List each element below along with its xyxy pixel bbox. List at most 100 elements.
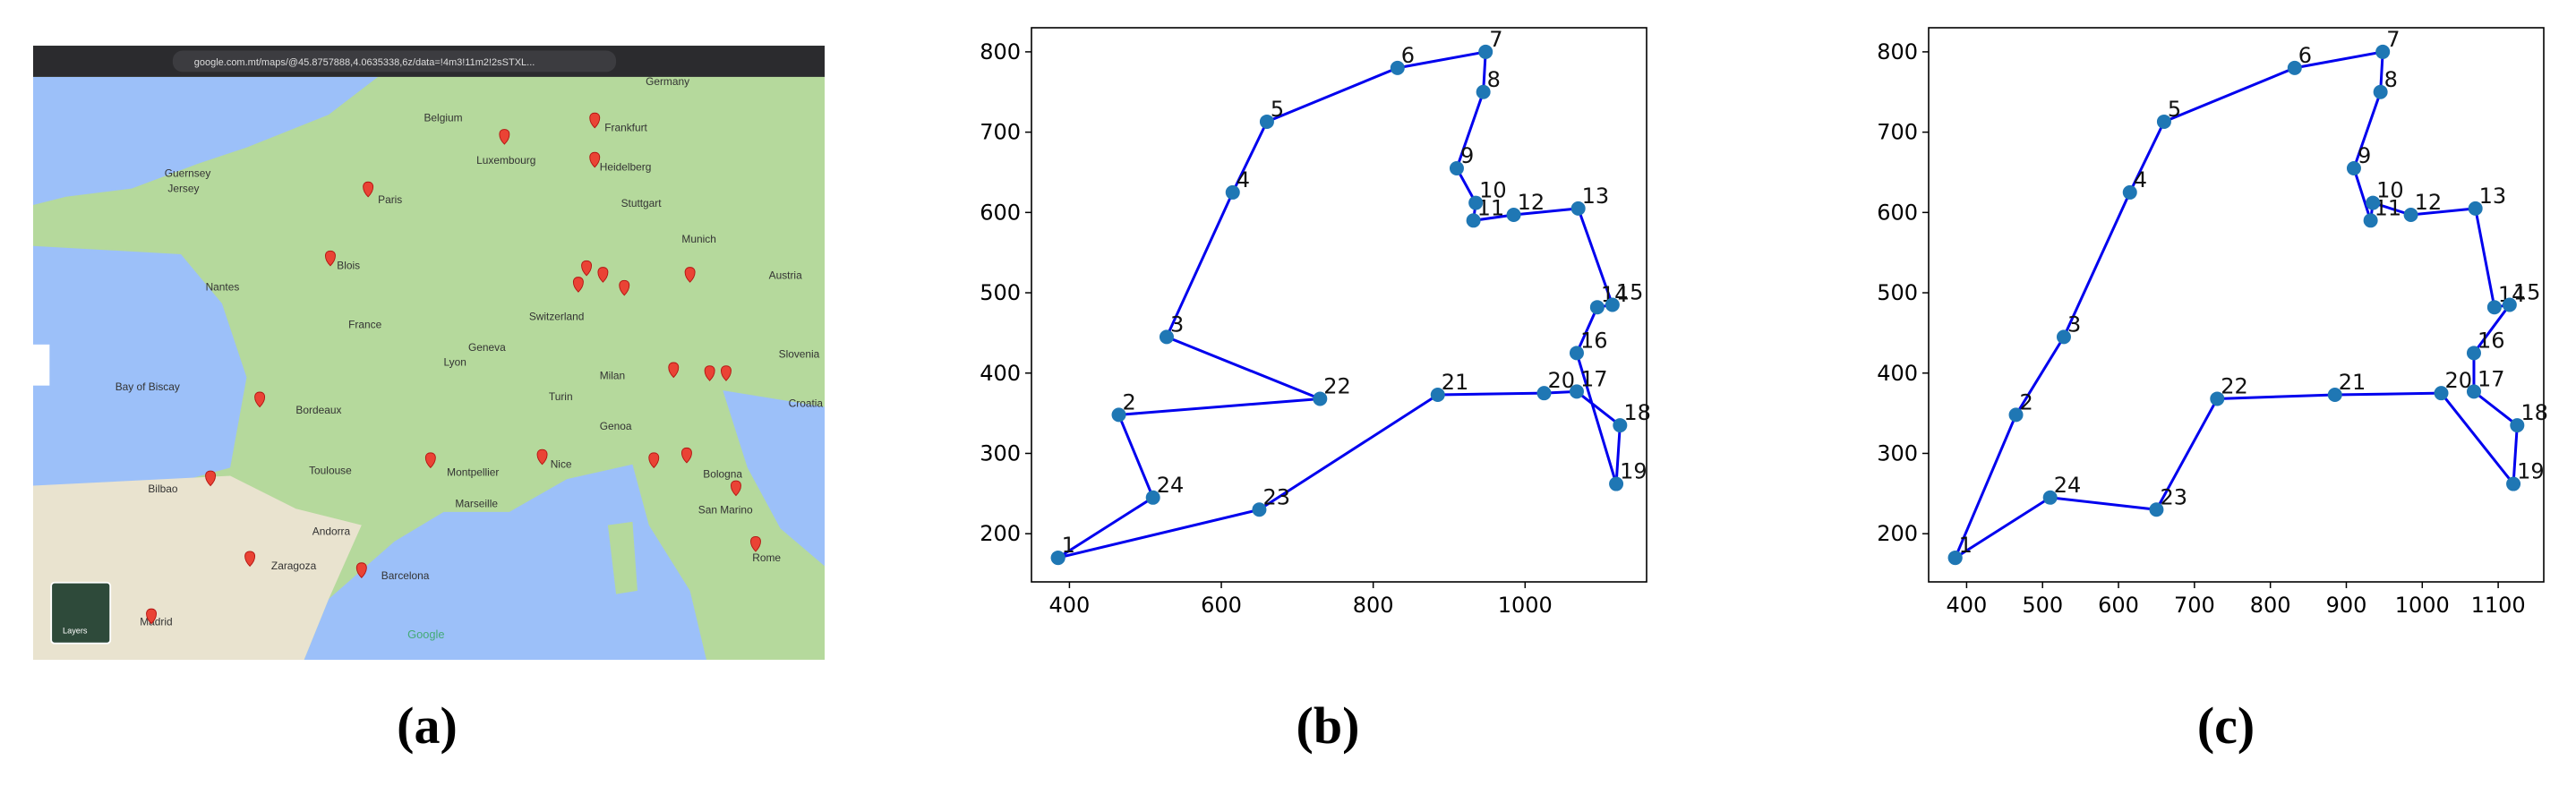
point-label: 6 bbox=[1401, 43, 1415, 68]
y-tick-label: 500 bbox=[980, 280, 1021, 305]
address-field bbox=[172, 50, 617, 73]
point-label: 8 bbox=[2384, 67, 2398, 92]
side-toggle[interactable] bbox=[33, 344, 50, 386]
city-point bbox=[2149, 502, 2164, 517]
map-label: Belgium bbox=[424, 111, 462, 124]
map-pin bbox=[589, 151, 601, 168]
point-label: 24 bbox=[2054, 473, 2082, 498]
point-label: 15 bbox=[2513, 280, 2541, 305]
map-pin bbox=[668, 362, 680, 379]
point-label: 12 bbox=[1518, 190, 1545, 215]
map-label: Bilbao bbox=[148, 483, 177, 495]
x-tick-label: 600 bbox=[2098, 593, 2139, 618]
city-point bbox=[1111, 407, 1126, 423]
point-label: 16 bbox=[2478, 328, 2505, 353]
city-point bbox=[1468, 195, 1484, 210]
axes-frame bbox=[1928, 27, 2545, 583]
map-label: Barcelona bbox=[381, 569, 430, 582]
x-tick-label: 700 bbox=[2174, 593, 2215, 618]
point-label: 4 bbox=[1237, 167, 1250, 192]
city-point bbox=[2486, 300, 2502, 315]
point-label: 17 bbox=[1580, 366, 1608, 391]
point-label: 15 bbox=[1616, 280, 1644, 305]
channel bbox=[33, 76, 379, 205]
y-tick-label: 800 bbox=[1877, 39, 1918, 64]
point-label: 21 bbox=[1442, 370, 1469, 395]
map-pin bbox=[619, 279, 630, 296]
point-label: 5 bbox=[1271, 97, 1284, 122]
map-label: Montpellier bbox=[447, 466, 499, 479]
map-pin bbox=[648, 452, 660, 469]
panel-label: (b) bbox=[1297, 696, 1360, 755]
map-label: Munich bbox=[681, 233, 715, 245]
city-point bbox=[2434, 386, 2449, 401]
y-tick-label: 400 bbox=[980, 361, 1021, 386]
map-pin bbox=[355, 562, 367, 578]
layers-button[interactable] bbox=[50, 581, 112, 645]
map-label: Croatia bbox=[789, 397, 824, 410]
map-label: Frankfurt bbox=[604, 121, 647, 133]
map-pin bbox=[254, 391, 266, 408]
city-point bbox=[2466, 346, 2481, 361]
point-label: 23 bbox=[2160, 484, 2187, 509]
point-label: 9 bbox=[1460, 143, 1474, 168]
x-tick-label: 800 bbox=[2250, 593, 2291, 618]
x-tick-label: 1000 bbox=[2395, 593, 2450, 618]
map-label: Bordeaux bbox=[295, 404, 341, 416]
atlantic bbox=[33, 245, 247, 486]
corsica bbox=[607, 521, 638, 594]
point-label: 13 bbox=[1582, 184, 1610, 209]
city-point bbox=[2056, 329, 2071, 345]
map-label: Lyon bbox=[444, 356, 466, 369]
city-point bbox=[2210, 391, 2225, 406]
map-label: Switzerland bbox=[529, 310, 585, 322]
city-point bbox=[2287, 60, 2302, 75]
map-label: Nantes bbox=[206, 280, 240, 293]
map-label: Madrid bbox=[140, 615, 172, 628]
map-label: Marseille bbox=[455, 497, 498, 509]
city-point bbox=[1589, 300, 1605, 315]
city-point bbox=[2366, 195, 2381, 210]
city-point bbox=[1536, 386, 1552, 401]
city-point bbox=[2510, 418, 2525, 433]
point-label: 4 bbox=[2134, 167, 2147, 192]
point-label: 19 bbox=[2517, 459, 2545, 484]
x-tick-label: 400 bbox=[1947, 593, 1988, 618]
point-label: 2 bbox=[1123, 389, 1136, 414]
point-label: 3 bbox=[2067, 312, 2081, 337]
map-pin bbox=[536, 449, 548, 466]
point-label: 7 bbox=[2386, 27, 2400, 52]
mediterranean bbox=[304, 464, 706, 660]
city-point bbox=[2156, 114, 2171, 129]
map-pin bbox=[680, 447, 692, 464]
point-label: 6 bbox=[2298, 43, 2312, 68]
city-point bbox=[2466, 384, 2481, 399]
city-point bbox=[2346, 160, 2361, 175]
map-pin bbox=[750, 535, 761, 552]
y-tick-label: 400 bbox=[1877, 361, 1918, 386]
map-label: Milan bbox=[600, 369, 625, 381]
point-label: 22 bbox=[1323, 373, 1351, 398]
city-point bbox=[1506, 208, 1521, 223]
map-label: Rome bbox=[752, 551, 781, 564]
city-point bbox=[2502, 297, 2517, 312]
y-tick-label: 500 bbox=[1877, 280, 1918, 305]
city-point bbox=[2008, 407, 2024, 423]
panel-label: (c) bbox=[2197, 696, 2255, 755]
adriatic bbox=[723, 390, 825, 567]
layers-label: Layers bbox=[63, 627, 88, 636]
point-label: 17 bbox=[2478, 366, 2505, 391]
map-pin bbox=[684, 267, 696, 283]
map-label: Bologna bbox=[703, 467, 742, 480]
y-tick-label: 800 bbox=[980, 39, 1021, 64]
point-label: 7 bbox=[1489, 27, 1502, 52]
y-tick-label: 200 bbox=[980, 521, 1021, 546]
x-tick-label: 600 bbox=[1201, 593, 1242, 618]
map-pin bbox=[589, 112, 601, 129]
city-point bbox=[1050, 551, 1065, 566]
map-label: Geneva bbox=[468, 341, 506, 354]
city-point bbox=[1449, 160, 1464, 175]
axes-frame bbox=[1031, 27, 1647, 583]
map-pin bbox=[704, 365, 715, 381]
map-label: Zaragoza bbox=[271, 560, 317, 572]
